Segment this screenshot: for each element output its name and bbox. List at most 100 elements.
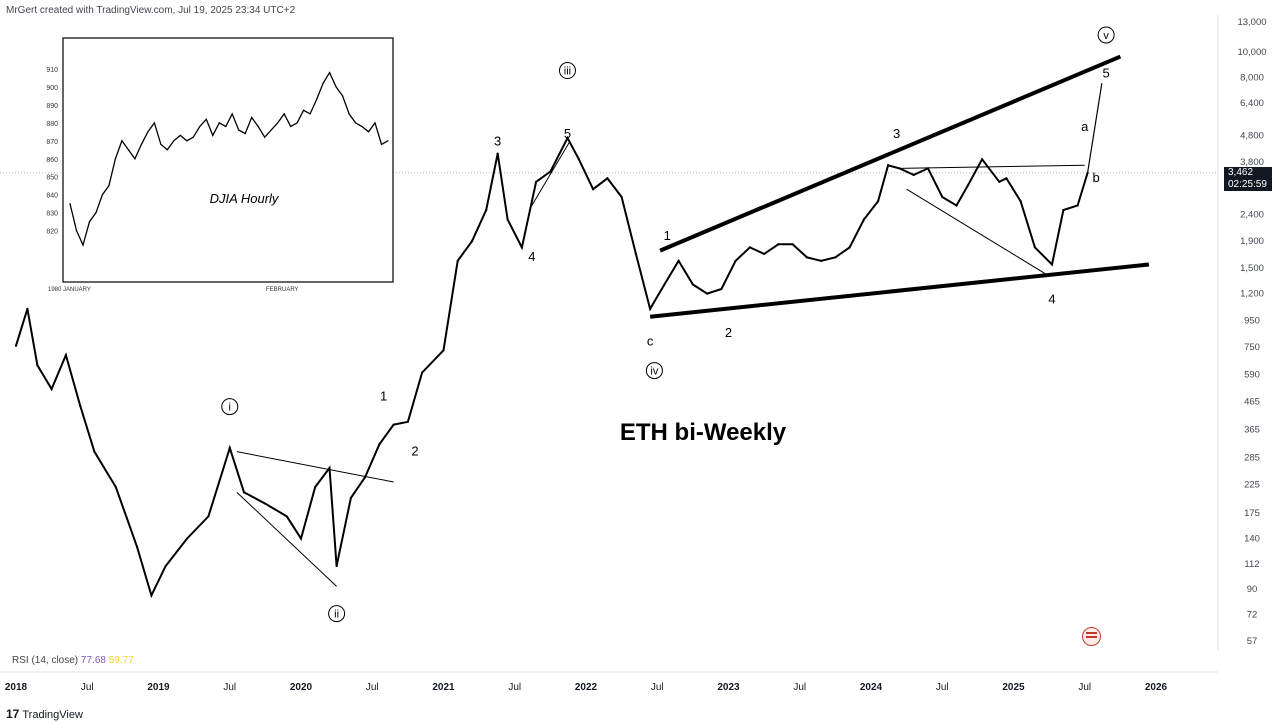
eth-price-point (470, 240, 474, 243)
time-tick-label: 2021 (432, 682, 455, 693)
eth-price-point (442, 349, 445, 352)
djia-point (277, 122, 279, 124)
djia-point (186, 140, 188, 142)
djia-point (244, 133, 246, 135)
wave-label: 2 (725, 325, 732, 340)
eth-price-point (549, 170, 552, 173)
price-tick-label: 1,500 (1240, 263, 1264, 274)
price-tick-label: 365 (1244, 424, 1260, 435)
djia-point (348, 113, 350, 115)
time-tick-label: 2022 (575, 682, 598, 693)
eth-price-point (877, 200, 880, 203)
wave-label: 4 (528, 249, 535, 264)
djia-point (134, 158, 136, 160)
djia-point (160, 143, 162, 146)
wave-label-circle (328, 605, 346, 623)
price-tick-label: 90 (1247, 584, 1258, 595)
eth-price-point (349, 496, 352, 499)
djia-tick-label: 820 (46, 229, 58, 236)
wave-ii-lower-line (236, 491, 337, 587)
eth-price-point (592, 188, 595, 191)
djia-point (341, 95, 344, 97)
eth-price-point (485, 208, 488, 212)
djia-x-label: 1980 JANUARY (48, 287, 91, 293)
eth-price-point (314, 485, 317, 489)
price-tick-label: 590 (1244, 370, 1260, 381)
djia-point (264, 136, 266, 138)
djia-point (225, 125, 227, 128)
time-tick-label: Jul (508, 682, 521, 693)
eth-price-point (998, 180, 1001, 183)
time-tick-label: 2026 (1145, 682, 1168, 693)
eth-price-point (763, 252, 766, 256)
eth-price-point (335, 564, 338, 568)
price-tick-label: 10,000 (1237, 47, 1266, 58)
djia-point (238, 129, 240, 131)
wave-label: iv (650, 366, 658, 378)
eth-price-point (966, 184, 970, 187)
eth-price-point (834, 256, 837, 259)
wave-label: v (1103, 30, 1109, 42)
eth-price-point (1019, 200, 1022, 203)
eth-price-point (299, 537, 303, 540)
time-tick-label: 2025 (1002, 682, 1025, 693)
djia-title: DJIA Hourly (210, 191, 280, 206)
djia-inset-frame (62, 37, 394, 283)
djia-series (69, 71, 389, 247)
eth-price-point (1033, 246, 1036, 249)
djia-point (361, 125, 363, 128)
wave-label-circle (645, 362, 663, 380)
eth-price-point (912, 173, 915, 176)
wave-label-circle (558, 62, 576, 80)
rsi-legend: RSI (14, close) 77.68 59.77 (12, 655, 134, 666)
djia-point (114, 158, 117, 160)
eth-price-point (164, 564, 167, 568)
djia-inset: 910 900 890 880 870 860 850 840 830 820 1980 JANUA… (46, 37, 394, 293)
bar-countdown: 02:25:59 (1228, 179, 1267, 190)
eth-price-point (720, 287, 723, 291)
time-tick-label: Jul (793, 682, 806, 693)
djia-tick-label: 830 (46, 211, 58, 218)
wave-iii-channel-line (531, 142, 570, 206)
current-price-badge: 3,462 02:25:59 (1224, 167, 1272, 191)
wave-label: 2 (411, 444, 418, 459)
eth-price-point (1005, 177, 1008, 180)
eth-price-point (848, 246, 851, 249)
eth-price-point (64, 353, 67, 357)
eth-price-point (691, 283, 694, 286)
eth-price-point (421, 371, 424, 374)
djia-tick-label: 870 (46, 139, 58, 146)
eth-price-point (496, 152, 499, 155)
eth-price-point (620, 195, 623, 199)
wave-label: 1 (664, 228, 671, 243)
price-tick-label: 4,800 (1240, 131, 1264, 142)
wave-label: iii (564, 66, 571, 78)
djia-tick-label: 890 (46, 103, 58, 110)
eth-price-point (1062, 208, 1065, 212)
wave-b-line (899, 164, 1085, 169)
djia-point (231, 113, 233, 115)
price-tick-label: 750 (1244, 342, 1260, 353)
djia-point (296, 122, 298, 124)
wave-label: 5 (1103, 65, 1110, 80)
tradingview-logo[interactable]: 17 TradingView (6, 707, 83, 721)
wave-label: ii (334, 609, 339, 621)
time-tick-label: Jul (651, 682, 664, 693)
time-tick-label: Jul (936, 682, 949, 693)
djia-point (88, 221, 91, 223)
time-tick-label: Jul (1078, 682, 1091, 693)
eth-price-point (50, 387, 53, 391)
rsi-label: RSI (14, close) (12, 655, 79, 666)
eth-price-point (150, 594, 153, 597)
djia-point (328, 71, 331, 74)
wave-label: 4 (1048, 292, 1055, 307)
djia-point (101, 194, 104, 196)
djia-point (303, 109, 305, 111)
us-flag-icon[interactable] (1082, 627, 1101, 646)
price-tick-label: 13,000 (1237, 17, 1266, 28)
wave-label: b (1093, 170, 1100, 185)
djia-point (374, 122, 376, 124)
djia-point (257, 125, 259, 128)
djia-point (179, 134, 181, 137)
